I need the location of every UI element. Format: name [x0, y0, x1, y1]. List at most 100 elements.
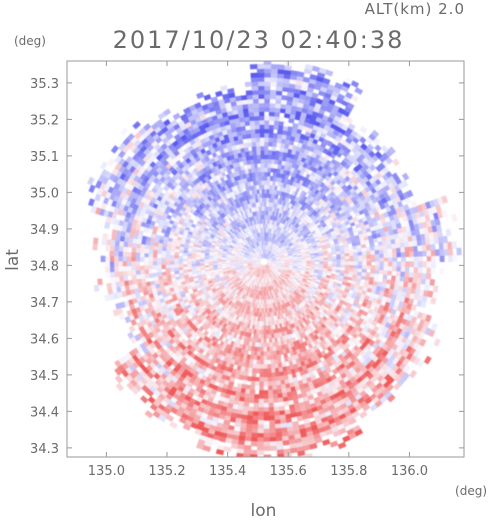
- heatmap-cell: [357, 267, 363, 273]
- heatmap-cell: [156, 261, 162, 266]
- heatmap-cell: [266, 180, 271, 186]
- heatmap-cell: [257, 346, 262, 353]
- heatmap-cell: [267, 372, 273, 378]
- heatmap-cell: [255, 368, 261, 374]
- heatmap-cell: [263, 355, 268, 361]
- heatmap-cell: [293, 261, 299, 264]
- heatmap-cell: [260, 338, 265, 344]
- heatmap-cell: [195, 254, 201, 258]
- heatmap-cell: [139, 265, 145, 271]
- heatmap-cell: [267, 141, 273, 147]
- heatmap-cell: [255, 145, 261, 151]
- heatmap-cell: [186, 261, 192, 265]
- heatmap-cell: [257, 351, 262, 357]
- heatmap-cell: [156, 253, 162, 259]
- heatmap-cell: [165, 261, 170, 266]
- heatmap-cell: [270, 163, 275, 169]
- heatmap-cell: [191, 270, 197, 275]
- heatmap-cell: [306, 261, 312, 264]
- heatmap-cell: [263, 338, 268, 344]
- heatmap-cell: [366, 257, 372, 263]
- heatmap-cell: [263, 184, 268, 190]
- heatmap-cell: [160, 264, 166, 270]
- heatmap-cell: [280, 261, 286, 263]
- heatmap-cell: [357, 261, 363, 266]
- heatmap-cell: [160, 261, 166, 266]
- heatmap-cell: [366, 253, 372, 259]
- heatmap-cell: [260, 175, 265, 181]
- heatmap-cell: [263, 359, 268, 365]
- heatmap-cell: [261, 329, 265, 335]
- heatmap-cell: [263, 372, 269, 378]
- heatmap-cell: [160, 254, 166, 259]
- heatmap-cell: [147, 265, 154, 271]
- heatmap-cell: [370, 268, 376, 274]
- heatmap-cell: [383, 261, 389, 267]
- heatmap-cell: [314, 261, 320, 265]
- heatmap-cell: [169, 267, 175, 272]
- heatmap-cell: [258, 334, 262, 340]
- heatmap-cell: [260, 162, 265, 168]
- heatmap-cell: [139, 244, 146, 250]
- heatmap-cell: [263, 132, 269, 138]
- heatmap-cell: [251, 145, 257, 152]
- heatmap-cell: [374, 273, 380, 279]
- heatmap-cell: [375, 261, 381, 267]
- heatmap-cell: [139, 269, 145, 276]
- heatmap-cell: [250, 380, 256, 387]
- heatmap-cell: [263, 364, 269, 370]
- heatmap-cell: [156, 264, 162, 270]
- heatmap-cell: [361, 264, 368, 270]
- heatmap-cell: [361, 268, 367, 273]
- heatmap-cell: [263, 136, 269, 143]
- heatmap-cell: [344, 261, 351, 266]
- heatmap-cell: [178, 261, 183, 266]
- heatmap-cell: [260, 334, 265, 340]
- heatmap-cell: [143, 248, 150, 255]
- heatmap-cell: [271, 145, 277, 152]
- heatmap-cell: [336, 263, 342, 268]
- heatmap-cell: [357, 257, 363, 263]
- heatmap-cell: [254, 381, 261, 387]
- heatmap-cell: [253, 355, 258, 361]
- heatmap-cell: [267, 376, 273, 383]
- heatmap-cell: [259, 149, 265, 155]
- heatmap-cell: [257, 342, 262, 348]
- heatmap-cell: [266, 188, 270, 194]
- heatmap-cell: [378, 269, 385, 275]
- heatmap-cell: [169, 258, 175, 263]
- heatmap-cell: [362, 257, 368, 263]
- heatmap-cell: [266, 162, 272, 169]
- heatmap-cell: [261, 321, 265, 327]
- heatmap-cell: [173, 261, 179, 266]
- heatmap-cell: [139, 257, 145, 263]
- heatmap-cell: [271, 150, 276, 156]
- heatmap-cell: [267, 132, 274, 138]
- heatmap-cell: [340, 258, 346, 263]
- heatmap-cell: [284, 261, 290, 263]
- heatmap-cell: [263, 154, 269, 160]
- heatmap-cell: [387, 247, 393, 254]
- heatmap-cell: [374, 253, 381, 259]
- heatmap-cell: [255, 376, 261, 383]
- heatmap-cell: [152, 265, 158, 270]
- heatmap-cell: [148, 249, 154, 255]
- heatmap-cell: [255, 149, 261, 156]
- heatmap-cell: [266, 175, 271, 181]
- heatmap-cell: [267, 368, 273, 374]
- heatmap-cell: [297, 261, 303, 264]
- heatmap-cell: [190, 256, 197, 260]
- heatmap-cell: [259, 381, 265, 387]
- heatmap-cell: [174, 270, 180, 275]
- heatmap-cell: [260, 171, 265, 177]
- heatmap-cell: [379, 253, 385, 259]
- heatmap-cell: [263, 192, 267, 198]
- heatmap-cell: [203, 259, 209, 263]
- heatmap-cell: [266, 167, 271, 173]
- heatmap-cell: [374, 269, 380, 275]
- heatmap-cell: [165, 257, 170, 263]
- heatmap-cell: [259, 372, 265, 378]
- heatmap-cell: [263, 141, 269, 147]
- heatmap-cell: [254, 137, 261, 143]
- heatmap-cell: [263, 171, 268, 177]
